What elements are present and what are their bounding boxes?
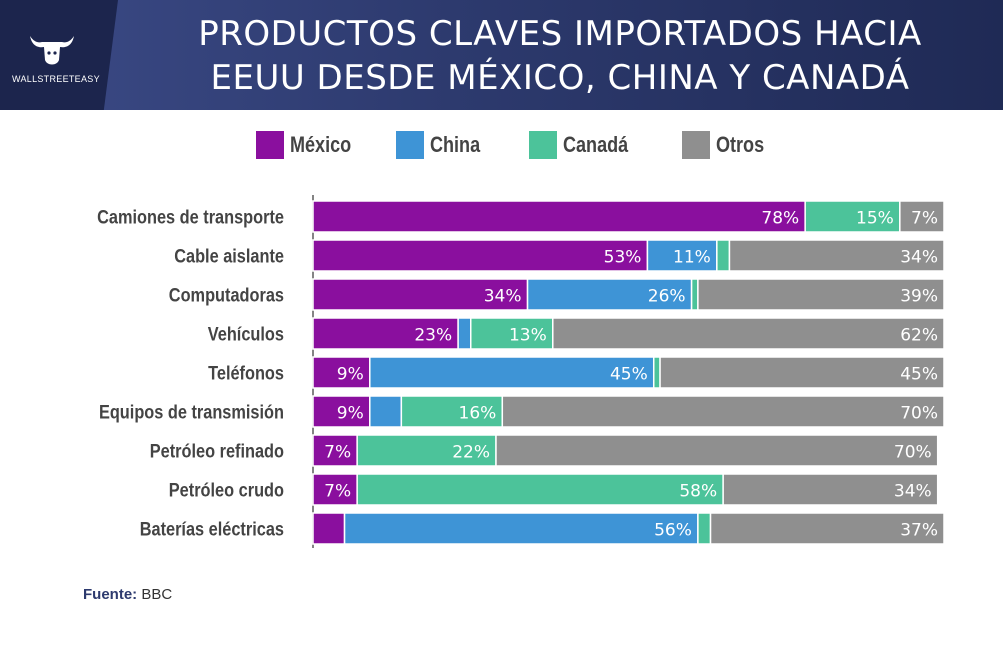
bar-segment-china (526, 278, 693, 311)
bar-segment-otros (552, 317, 945, 350)
bar-segment-mexico (312, 473, 358, 506)
title-line-2: EEUU DESDE MÉXICO, CHINA Y CANADÁ (210, 58, 910, 98)
data-label-mexico: 78% (761, 209, 799, 229)
bar-segment-otros (722, 473, 939, 506)
bar-segment-mexico (312, 200, 806, 233)
bar-segment-otros (501, 395, 945, 428)
data-label-mexico: 34% (484, 287, 522, 307)
data-label-mexico: 53% (604, 248, 642, 268)
bar-segment-otros (495, 434, 939, 467)
data-label-canada: 15% (856, 209, 894, 229)
bar-segment-canada (356, 473, 724, 506)
bar-segment-otros (899, 200, 945, 233)
data-label-mexico: 7% (324, 443, 351, 463)
source-note: Fuente: BBC (83, 586, 172, 603)
category-label: Vehículos (208, 323, 284, 344)
data-label-otros: 37% (900, 521, 938, 541)
data-label-otros: 34% (894, 482, 932, 502)
bar-segment-canada (716, 239, 731, 272)
bar-segment-otros (659, 356, 945, 389)
data-label-china: 11% (673, 248, 711, 268)
category-label: Baterías eléctricas (140, 518, 284, 539)
header: WALLSTREETEASY PRODUCTOS CLAVES IMPORTAD… (0, 0, 1003, 110)
source-label: Fuente: (83, 586, 138, 603)
source-value: BBC (141, 586, 173, 603)
bar-segment-china (369, 395, 403, 428)
legend-label-canada: Canadá (563, 132, 629, 157)
legend-swatch-otros (682, 131, 710, 159)
bar-segment-otros (728, 239, 945, 272)
category-label: Computadoras (169, 284, 284, 305)
category-label: Petróleo refinado (150, 440, 284, 461)
bar-segment-mexico (312, 434, 358, 467)
category-label: Camiones de transporte (97, 206, 284, 227)
legend-swatch-china (396, 131, 424, 159)
data-label-otros: 34% (900, 248, 938, 268)
bar-segment-china (343, 512, 699, 545)
data-label-canada: 16% (459, 404, 497, 424)
title-line-1: PRODUCTOS CLAVES IMPORTADOS HACIA (198, 14, 922, 54)
bar-segment-mexico (312, 356, 371, 389)
legend-label-china: China (430, 132, 481, 157)
data-label-china: 56% (654, 521, 692, 541)
legend-label-otros: Otros (716, 132, 765, 157)
bar-segment-china (369, 356, 655, 389)
bar-segment-mexico (312, 395, 371, 428)
category-label: Teléfonos (208, 362, 284, 383)
data-label-mexico: 9% (337, 404, 364, 424)
bar-segment-china (646, 239, 718, 272)
bar-segment-canada (697, 512, 712, 545)
data-label-canada: 13% (509, 326, 547, 346)
data-label-china: 45% (610, 365, 648, 385)
bar-segment-canada (652, 356, 661, 389)
bar-segment-mexico (312, 512, 346, 545)
legend-swatch-mexico (256, 131, 284, 159)
data-label-mexico: 7% (324, 482, 351, 502)
data-label-canada: 58% (679, 482, 717, 502)
data-label-china: 26% (648, 287, 686, 307)
category-label: Equipos de transmisión (99, 401, 284, 422)
legend-swatch-canada (529, 131, 557, 159)
data-label-otros: 70% (894, 443, 932, 463)
data-label-mexico: 9% (337, 365, 364, 385)
stacked-bar-chart: Camiones de transporte 78% 15% 7% Cable aisl… (97, 195, 945, 548)
bar-segment-canada (690, 278, 699, 311)
bar-segment-otros (697, 278, 945, 311)
data-label-otros: 7% (911, 209, 938, 229)
bar-segment-canada (804, 200, 901, 233)
bar-segment-otros (709, 512, 945, 545)
legend: México China Canadá Otros (0, 130, 1003, 160)
bar-segment-mexico (312, 317, 459, 350)
bull-logo-icon (30, 36, 74, 65)
brand-name: WALLSTREETEASY (12, 74, 100, 84)
data-label-otros: 70% (900, 404, 938, 424)
data-label-otros: 39% (900, 287, 938, 307)
logo-panel: WALLSTREETEASY (0, 0, 118, 110)
bar-segment-canada (400, 395, 504, 428)
chart-title: PRODUCTOS CLAVES IMPORTADOS HACIA EEUU D… (130, 12, 990, 100)
legend-label-mexico: México (290, 132, 352, 157)
bar-segment-mexico (312, 239, 649, 272)
data-label-mexico: 23% (414, 326, 452, 346)
category-label: Cable aislante (174, 245, 284, 266)
data-label-otros: 45% (900, 365, 938, 385)
category-label: Petróleo crudo (169, 479, 284, 500)
bar-segment-china (457, 317, 472, 350)
data-label-otros: 62% (900, 326, 938, 346)
data-label-canada: 22% (452, 443, 490, 463)
